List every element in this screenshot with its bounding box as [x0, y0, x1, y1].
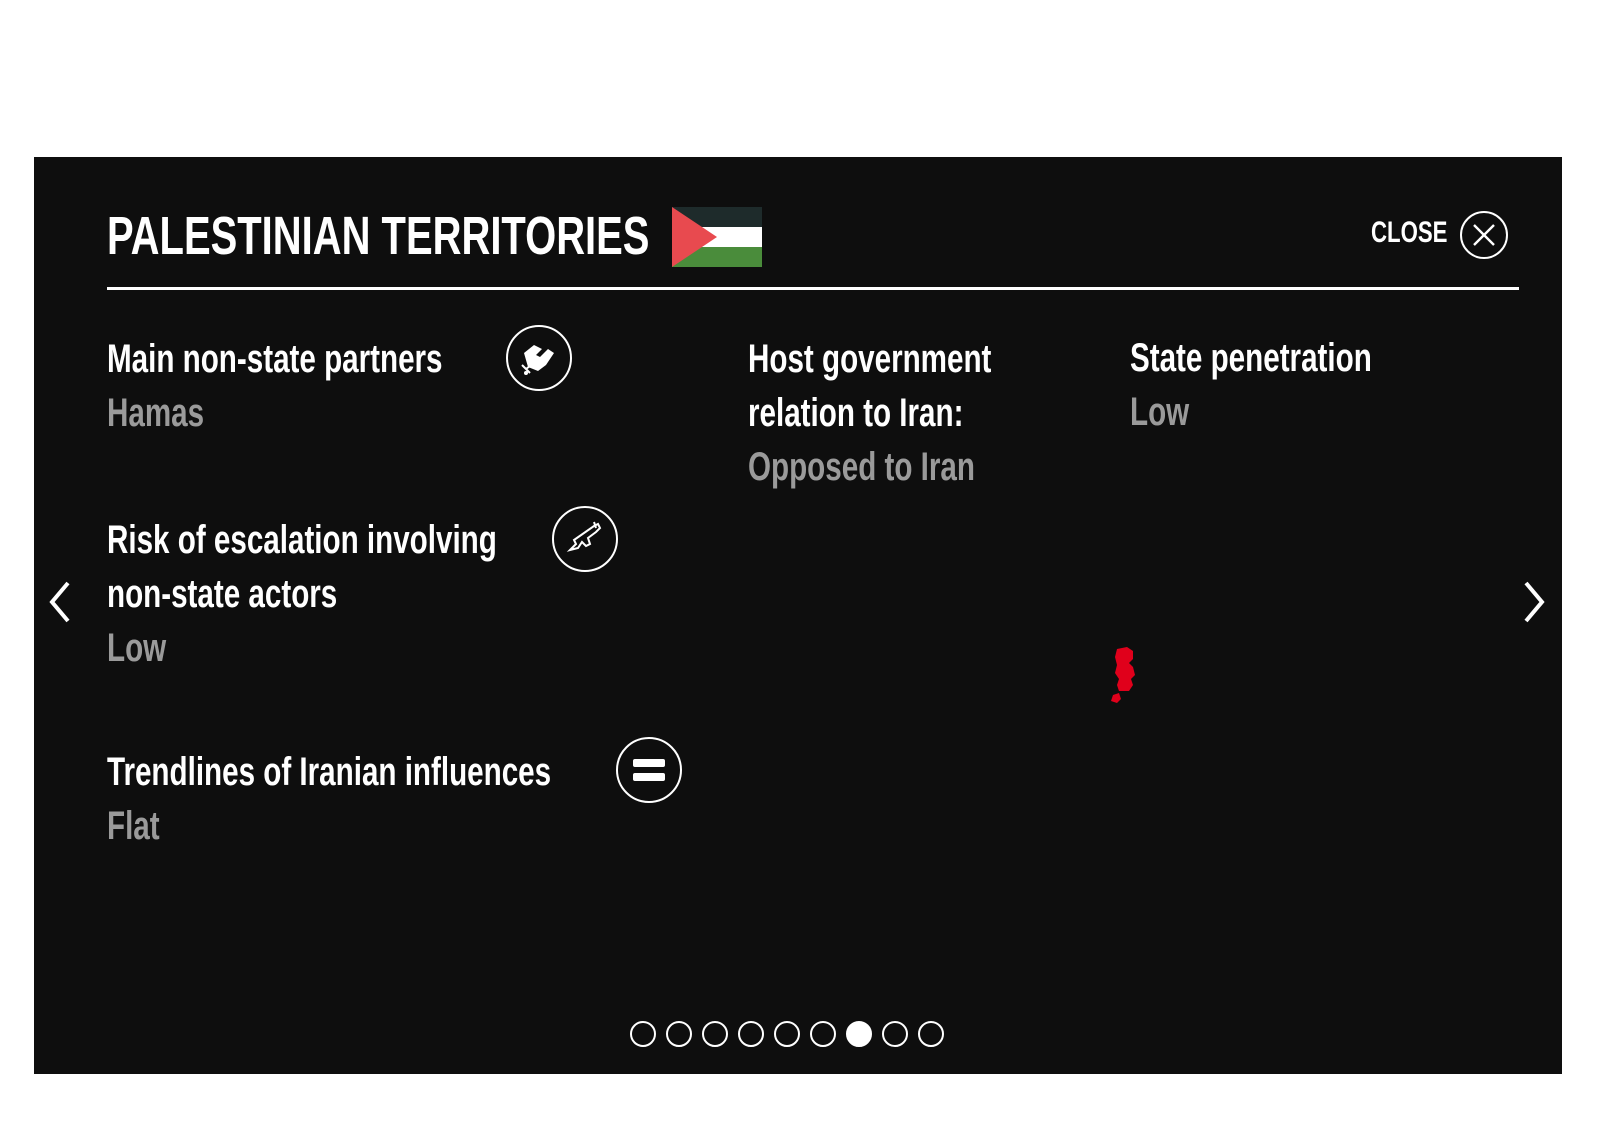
pagination-dots	[630, 1021, 944, 1049]
trendlines-value: Flat	[107, 804, 160, 848]
host-government-block: Host government relation to Iran: Oppose…	[748, 332, 1077, 494]
pagination-dot[interactable]	[702, 1021, 728, 1047]
header-divider	[107, 287, 1519, 290]
escalation-risk-label-line2: non-state actors	[107, 572, 338, 616]
pagination-dot[interactable]	[882, 1021, 908, 1047]
pagination-dot[interactable]	[810, 1021, 836, 1047]
page-title: PALESTINIAN TERRITORIES	[107, 201, 840, 271]
pagination-dot[interactable]	[846, 1021, 872, 1047]
chevron-right-icon[interactable]	[1518, 577, 1548, 627]
trendlines-block: Trendlines of Iranian influences Flat	[107, 745, 707, 853]
chevron-left-icon[interactable]	[46, 577, 76, 627]
escalation-risk-block: Risk of escalation involving non-state a…	[107, 513, 634, 675]
host-government-label-line2: relation to Iran:	[748, 391, 964, 435]
close-icon	[1473, 224, 1495, 246]
pagination-dot[interactable]	[774, 1021, 800, 1047]
close-button[interactable]	[1460, 211, 1508, 259]
pagination-dot[interactable]	[738, 1021, 764, 1047]
state-penetration-block: State penetration Low	[1130, 331, 1457, 439]
rifle-icon	[552, 506, 618, 572]
territory-map-shape	[1111, 647, 1135, 703]
handshake-icon	[506, 325, 572, 391]
close-label-text: CLOSE	[1371, 216, 1448, 249]
escalation-risk-value: Low	[107, 626, 167, 670]
state-penetration-label: State penetration	[1130, 336, 1372, 380]
partners-block: Main non-state partners Hamas	[107, 332, 560, 440]
pagination-dot[interactable]	[666, 1021, 692, 1047]
palestine-flag-icon	[672, 207, 762, 267]
page-title-text: PALESTINIAN TERRITORIES	[107, 206, 650, 266]
equals-icon	[616, 737, 682, 803]
partners-value: Hamas	[107, 391, 205, 435]
host-government-value: Opposed to Iran	[748, 445, 975, 489]
trendlines-label: Trendlines of Iranian influences	[107, 750, 552, 794]
pagination-dot[interactable]	[918, 1021, 944, 1047]
pagination-dot[interactable]	[630, 1021, 656, 1047]
close-label[interactable]: CLOSE	[1371, 213, 1474, 253]
host-government-label-line1: Host government	[748, 337, 992, 381]
country-detail-modal: PALESTINIAN TERRITORIES CLOSE Main non-s…	[34, 157, 1562, 1074]
state-penetration-value: Low	[1130, 390, 1190, 434]
escalation-risk-label-line1: Risk of escalation involving	[107, 518, 497, 562]
partners-label: Main non-state partners	[107, 337, 443, 381]
